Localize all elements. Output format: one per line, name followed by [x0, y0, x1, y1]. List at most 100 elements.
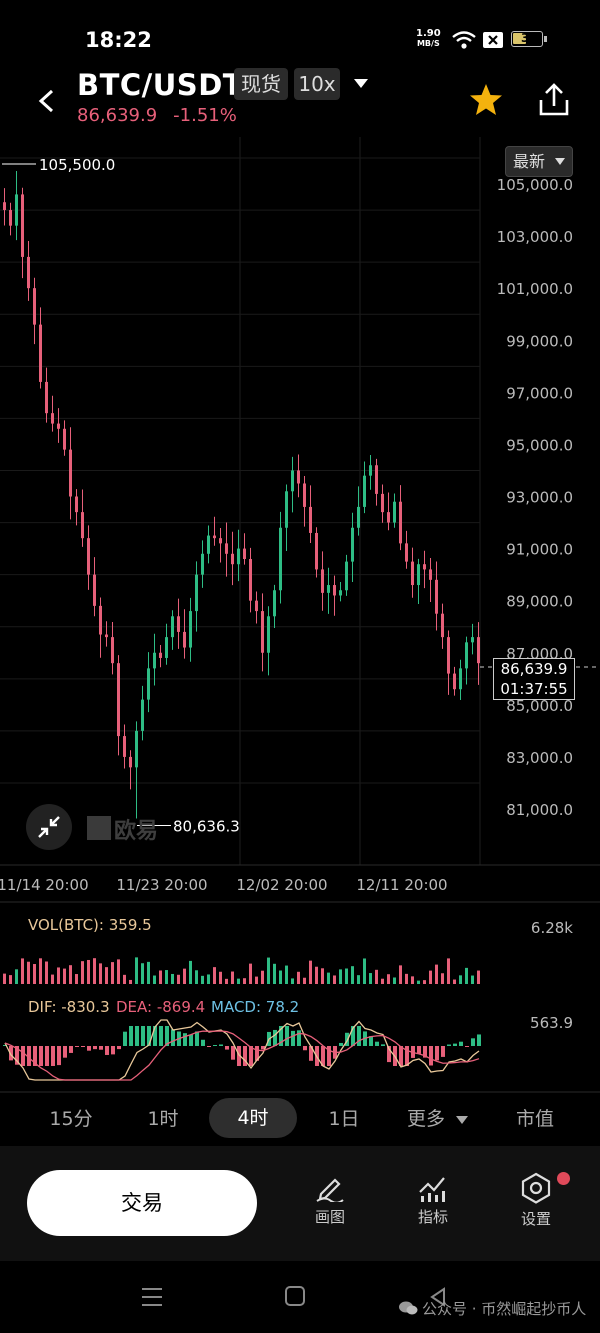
volume-bar: [111, 962, 114, 984]
volume-bar: [183, 968, 186, 984]
candle-body: [465, 642, 468, 669]
price-axis-label: 103,000.0: [497, 228, 573, 246]
macd-histogram-bar: [207, 1046, 211, 1048]
pair-dropdown-icon[interactable]: [352, 78, 370, 90]
collapse-chart-button[interactable]: [26, 804, 72, 850]
candle-body: [291, 470, 294, 492]
candle-body: [57, 423, 60, 429]
macd-histogram-bar: [75, 1046, 79, 1047]
macd-histogram-bar: [465, 1046, 469, 1047]
macd-dea-line: [4, 1030, 480, 1081]
volume-bar: [465, 967, 468, 984]
candle-body: [375, 465, 378, 494]
timeframe-4h[interactable]: 4时: [209, 1098, 297, 1138]
volume-bar: [231, 971, 234, 984]
macd-histogram-bar: [291, 1030, 295, 1046]
draw-tool[interactable]: 画图: [290, 1172, 370, 1227]
macd-dif-label: DIF: -830.3: [28, 998, 110, 1016]
candlestick-chart[interactable]: 105,000.0 103,000.0 101,000.0 99,000.0 97,00…: [0, 137, 600, 1097]
macd-histogram-bar: [441, 1046, 445, 1057]
indicator-tool[interactable]: 指标: [393, 1172, 473, 1227]
current-price-box: 86,639.9 01:37:55: [493, 658, 575, 700]
macd-histogram-bar: [3, 1045, 7, 1046]
battery-cap: [544, 36, 547, 42]
share-icon[interactable]: [536, 82, 572, 118]
settings-label: 设置: [520, 1210, 551, 1228]
back-arrow-icon[interactable]: [36, 88, 58, 114]
pair-title[interactable]: BTC/USDT: [77, 68, 244, 102]
macd-histogram-bar: [243, 1046, 247, 1066]
candle-body: [273, 590, 276, 617]
price-axis-label: 85,000.0: [506, 697, 573, 715]
trade-button[interactable]: 交易: [27, 1170, 257, 1236]
macd-histogram-bar: [237, 1046, 241, 1066]
sim-x-icon: [483, 32, 503, 48]
volume-bar: [177, 974, 180, 984]
macd-histogram-bar: [225, 1046, 229, 1050]
macd-histogram-bar: [99, 1046, 103, 1050]
timeframe-1d[interactable]: 1日: [328, 1108, 360, 1130]
candle-body: [357, 506, 360, 528]
volume-bar: [393, 977, 396, 984]
timeframe-more[interactable]: 更多: [398, 1096, 478, 1142]
candle-body: [249, 559, 252, 601]
volume-bar: [345, 968, 348, 984]
indicator-chart-icon: [419, 1177, 445, 1202]
volume-bar: [303, 977, 306, 984]
candle-body: [207, 535, 210, 554]
volume-bar: [171, 973, 174, 984]
volume-bar: [117, 959, 120, 984]
macd-histogram-bar: [285, 1026, 289, 1046]
candle-body: [21, 194, 24, 257]
timeframe-15m[interactable]: 15分: [49, 1108, 93, 1130]
volume-bar: [27, 961, 30, 984]
more-dropdown-icon: [456, 1116, 469, 1124]
macd-histogram-bar: [63, 1046, 67, 1058]
candle-body: [27, 256, 30, 289]
volume-bar: [207, 974, 210, 984]
market-cap-tab[interactable]: 市值: [515, 1108, 554, 1130]
volume-bar: [9, 975, 12, 984]
price-axis-label: 95,000.0: [506, 436, 573, 454]
candle-body: [459, 668, 462, 690]
volume-bar: [309, 960, 312, 984]
settings-tool[interactable]: 设置: [496, 1172, 576, 1229]
candle-body: [243, 548, 246, 559]
volume-bar: [429, 970, 432, 984]
candle-body: [333, 585, 336, 596]
draw-pen-icon: [316, 1178, 344, 1202]
macd-histogram-bar: [429, 1046, 433, 1066]
candle-body: [63, 428, 66, 450]
favorite-star-icon[interactable]: [468, 82, 504, 118]
volume-bar: [369, 973, 372, 984]
recent-apps-icon[interactable]: [140, 1286, 164, 1308]
volume-bar: [129, 979, 132, 984]
price-axis-label: 89,000.0: [506, 593, 573, 611]
volume-bar: [447, 958, 450, 984]
okx-logo-text: 欧易: [114, 818, 158, 844]
macd-histogram-bar: [453, 1043, 457, 1046]
macd-histogram-bar: [459, 1041, 463, 1046]
home-icon[interactable]: [284, 1285, 306, 1307]
back-nav-icon[interactable]: [428, 1286, 448, 1308]
macd-histogram-bar: [165, 1026, 169, 1046]
macd-histogram-bar: [405, 1046, 409, 1066]
macd-dea-label: DEA: -869.4: [116, 998, 205, 1016]
macd-histogram-bar: [21, 1046, 25, 1066]
last-price: 86,639.9: [77, 105, 158, 126]
macd-histogram-bar: [477, 1034, 481, 1046]
macd-histogram-bar: [69, 1046, 73, 1053]
macd-histogram-bar: [327, 1046, 331, 1066]
macd-histogram-bar: [105, 1046, 109, 1055]
candle-body: [255, 600, 258, 612]
time-axis-label: 11/23 20:00: [116, 876, 207, 894]
okx-logo-mark: [87, 816, 111, 840]
timeframe-1h[interactable]: 1时: [147, 1108, 179, 1130]
macd-histogram-bar: [417, 1046, 421, 1054]
macd-histogram-bar: [261, 1046, 265, 1050]
macd-histogram-bar: [93, 1046, 97, 1050]
latest-dropdown[interactable]: 最新: [505, 146, 573, 177]
volume-bar: [219, 971, 222, 984]
volume-bar: [291, 978, 294, 984]
indicator-label: 指标: [417, 1208, 448, 1226]
